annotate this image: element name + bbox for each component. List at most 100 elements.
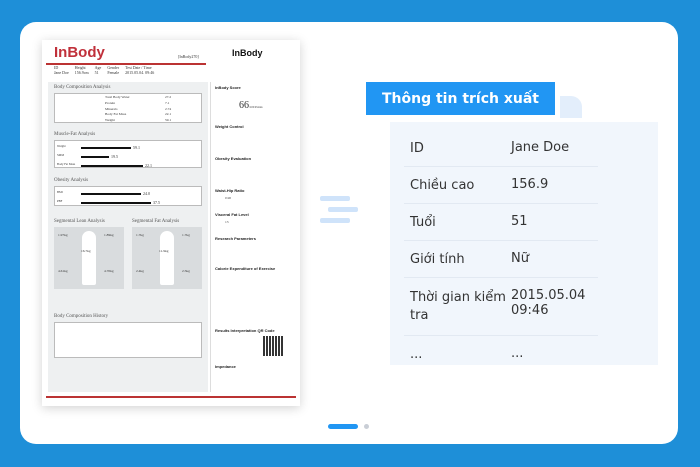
segment-value: 2.4kg xyxy=(136,269,144,273)
lean-figure: 1.97kg 1.89kg 16.7kg 4.61kg 4.70kg xyxy=(54,227,124,289)
segment-value: 2.5kg xyxy=(182,269,190,273)
bar-value: 24.0 xyxy=(143,191,150,196)
flow-arrows xyxy=(320,196,358,229)
segment-value: 1.7kg xyxy=(182,233,190,237)
segment-value: 16.7kg xyxy=(81,249,91,253)
page-dot[interactable] xyxy=(364,424,369,429)
bca-value: 27.2 xyxy=(165,95,172,99)
qr-code xyxy=(263,336,283,356)
bar-value: 59.1 xyxy=(133,145,140,150)
whr-title: Waist-Hip Ratio xyxy=(215,188,245,193)
research-title: Research Parameters xyxy=(215,236,256,241)
info-value: Female xyxy=(107,70,120,75)
info-label: Height xyxy=(74,65,86,70)
field-value: 156.9 xyxy=(511,177,549,192)
info-value: 156.9cm xyxy=(74,70,89,75)
bar-label: Weight xyxy=(57,144,66,148)
arrow-icon xyxy=(320,218,350,223)
info-value: 2015.05.04. 09:46 xyxy=(125,70,155,75)
impedance-title: Impedance xyxy=(215,364,236,369)
bar-mark xyxy=(81,165,143,167)
segment-value: 1.89kg xyxy=(104,233,114,237)
bca-label: Total Body Water xyxy=(105,95,130,99)
page-dot-active[interactable] xyxy=(328,424,358,429)
section-title: Muscle-Fat Analysis xyxy=(54,132,96,137)
weight-control-title: Weight Control xyxy=(215,124,244,129)
segment-value: 4.61kg xyxy=(58,269,68,273)
bar-mark xyxy=(81,193,141,195)
info-label: Gender xyxy=(107,65,120,70)
info-field: Height 156.9cm xyxy=(75,65,89,75)
bar-label: PBF xyxy=(57,199,63,203)
bar-mark xyxy=(81,147,131,149)
section-title: Body Composition Analysis xyxy=(54,85,111,90)
segment-value: 1.7kg xyxy=(136,233,144,237)
analysis-column: Body Composition Analysis Total Body Wat… xyxy=(48,82,208,392)
segment-value: 11.9kg xyxy=(159,249,169,253)
field-value: Nữ xyxy=(511,251,529,266)
footer-line xyxy=(46,396,296,398)
field-label: Chiều cao xyxy=(410,178,475,193)
extracted-info-table: ID Jane Doe Chiều cao 156.9 Tuổi 51 Giới tính N… xyxy=(390,122,658,365)
score-title: InBody Score xyxy=(215,85,241,90)
bca-value: 22.1 xyxy=(165,112,172,117)
obesity-eval-title: Obesity Evaluation xyxy=(215,156,252,161)
whr-value: 0.90 xyxy=(225,196,232,200)
divider xyxy=(46,63,206,65)
field-value: 2015.05.04 09:46 xyxy=(511,288,586,318)
info-label: ID xyxy=(54,65,59,70)
extracted-row: Tuổi 51 xyxy=(404,204,598,241)
bca-label: Protein xyxy=(105,100,116,105)
section-title: Body Composition History xyxy=(54,314,109,319)
info-field: Test Date / Time 2015.05.04. 09:46 xyxy=(125,65,154,75)
segment-value: 1.97kg xyxy=(58,233,68,237)
bar-label: SMM xyxy=(57,153,65,157)
info-value: 51 xyxy=(94,70,99,75)
mfa-chart: Weight 59.1 SMM 19.5 Body Fat Mass 22.1 xyxy=(54,140,202,168)
extracted-row: ID Jane Doe xyxy=(404,130,598,167)
qr-title: Results Interpretation QR Code xyxy=(215,328,275,333)
segment-value: 4.70kg xyxy=(104,269,114,273)
bar-value: 19.5 xyxy=(111,154,118,159)
inbody-report-document: InBody [InBody270] InBody ID Jane Doe Heig… xyxy=(42,40,300,406)
extracted-info-title: Thông tin trích xuất xyxy=(366,82,555,115)
section-title: Segmental Lean Analysis xyxy=(54,219,105,224)
arrow-icon xyxy=(320,196,350,201)
vfl-title: Visceral Fat Level xyxy=(215,212,249,217)
summary-column: InBody Score 66/100 Points Weight Contro… xyxy=(210,82,290,392)
field-value: ... xyxy=(511,346,524,361)
section-title: Obesity Analysis xyxy=(54,178,89,183)
score-unit: /100 Points xyxy=(249,105,263,109)
inbody-logo: InBody xyxy=(54,44,105,61)
bca-table: Total Body Water 27.2 Protein 7.1 Minerals 2.… xyxy=(54,93,202,123)
extracted-row: Thời gian kiểm tra 2015.05.04 09:46 xyxy=(404,278,598,336)
bca-label: Weight xyxy=(105,118,116,123)
field-label: ... xyxy=(410,347,423,362)
info-field: Age 51 xyxy=(95,65,102,75)
info-value: Jane Doe xyxy=(54,70,69,75)
patient-info: ID Jane Doe Height 156.9cm Age 51 Gender Female… xyxy=(54,65,154,75)
inbody-logo-right: InBody xyxy=(232,48,263,58)
fat-figure: 1.7kg 1.7kg 11.9kg 2.4kg 2.5kg xyxy=(132,227,202,289)
field-label: ID xyxy=(410,141,424,156)
arrow-icon xyxy=(328,207,358,212)
info-label: Test Date / Time xyxy=(125,65,152,70)
bca-label: Body Fat Mass xyxy=(105,112,127,117)
bar-mark xyxy=(81,156,109,158)
field-label: Giới tính xyxy=(410,252,465,267)
bca-value: 7.1 xyxy=(165,100,170,105)
score-value: 66 xyxy=(239,100,249,111)
bca-value: 2.74 xyxy=(165,106,172,111)
info-label: Age xyxy=(94,65,102,70)
bar-value: 37.5 xyxy=(153,200,160,205)
bar-value: 22.1 xyxy=(145,163,152,168)
body-silhouette xyxy=(82,231,96,285)
oa-chart: BMI 24.0 PBF 37.5 xyxy=(54,186,202,206)
section-title: Segmental Fat Analysis xyxy=(132,219,180,224)
bar-mark xyxy=(81,202,151,204)
bar-label: BMI xyxy=(57,190,63,194)
history-chart xyxy=(54,322,202,358)
bca-label: Minerals xyxy=(105,106,118,111)
bca-value: 59.1 xyxy=(165,118,172,123)
info-field: Gender Female xyxy=(107,65,119,75)
